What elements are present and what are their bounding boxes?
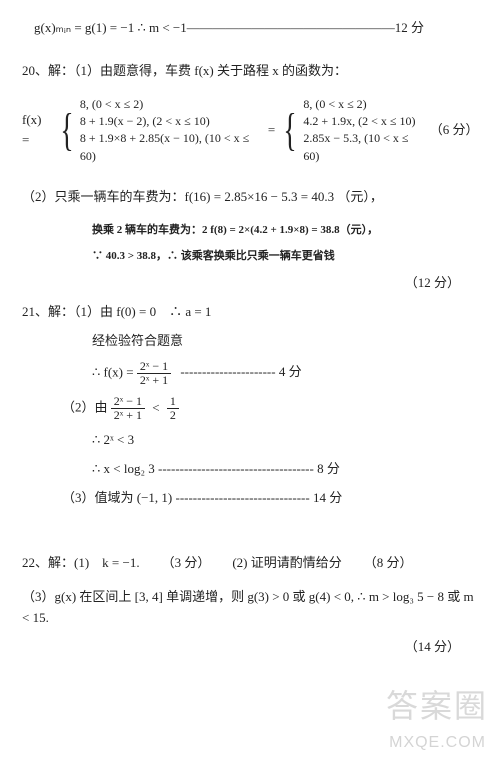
q21-head: 21、解：（1）由 f(0) = 0 ∴ a = 1 [22, 302, 478, 323]
q21-part3: （3）值域为 (−1, 1) -------------------------… [22, 488, 478, 509]
q21-line2b: ∴ x < log₂ 3 ---------------------------… [22, 459, 478, 480]
watermark-url: MXQE.COM [389, 730, 486, 756]
q20-left-cases: 8, (0 < x ≤ 2) 8 + 1.9(x − 2), (2 < x ≤ … [80, 96, 266, 166]
q20-score1: （6 分） [430, 120, 478, 141]
frac-den: 2ˣ + 1 [137, 374, 171, 387]
q19-conclusion: g(x)ₘᵢₙ = g(1) = −1 ∴ m < −1————————————… [22, 18, 478, 39]
case-row: 8, (0 < x ≤ 2) [303, 96, 425, 113]
q20-piecewise: f(x) = { 8, (0 < x ≤ 2) 8 + 1.9(x − 2), … [22, 96, 478, 166]
q20-part2: （2）只乘一辆车的车费为：f(16) = 2.85×16 − 5.3 = 40.… [22, 187, 478, 208]
case-row: 8, (0 < x ≤ 2) [80, 96, 266, 113]
case-row: 4.2 + 1.9x, (2 < x ≤ 10) [303, 113, 425, 130]
q21-line2a: ∴ 2ˣ < 3 [22, 430, 478, 451]
q22-k: 22、解：(1) k = −1. [22, 553, 140, 574]
q20-right-cases: 8, (0 < x ≤ 2) 4.2 + 1.9x, (2 < x ≤ 10) … [303, 96, 425, 166]
q21-check: 经检验符合题意 [22, 331, 478, 352]
q20-score2: （12 分） [22, 273, 478, 294]
case-row: 8 + 1.9×8 + 2.85(x − 10), (10 < x ≤ 60) [80, 130, 266, 165]
fraction: 2ˣ − 1 2ˣ + 1 [111, 395, 145, 422]
case-row: 8 + 1.9(x − 2), (2 < x ≤ 10) [80, 113, 266, 130]
q20-lhs: f(x) = [22, 110, 52, 152]
q22-score: （14 分） [22, 637, 478, 658]
left-brace-icon: { [60, 107, 73, 153]
q21-formula-prefix: ∴ f(x) = [92, 364, 134, 379]
q22-line1: 22、解：(1) k = −1. （3 分） (2) 证明请酌情给分 （8 分） [22, 553, 478, 574]
q21-dash1: ---------------------- 4 分 [180, 364, 301, 379]
q21-p2-prefix: （2）由 [62, 400, 108, 415]
frac-num: 1 [167, 395, 179, 409]
frac-num: 2ˣ − 1 [111, 395, 145, 409]
case-row: 2.85x − 5.3, (10 < x ≤ 60) [303, 130, 425, 165]
q20-eq: = [268, 120, 275, 141]
q22-score-8: （8 分） [364, 553, 413, 574]
q20-swap2: ∵ 40.3 > 38.8，∴ 该乘客换乘比只乘一辆车更省钱 [92, 248, 335, 266]
q21-part2: （2）由 2ˣ − 1 2ˣ + 1 < 1 2 [22, 395, 478, 422]
fraction: 2ˣ − 1 2ˣ + 1 [137, 360, 171, 387]
q20-intro: 20、解：（1）由题意得，车费 f(x) 关于路程 x 的函数为： [22, 61, 478, 82]
q21-formula: ∴ f(x) = 2ˣ − 1 2ˣ + 1 -----------------… [22, 360, 478, 387]
left-brace-icon: { [284, 107, 297, 153]
frac-den: 2 [167, 409, 179, 422]
frac-den: 2ˣ + 1 [111, 409, 145, 422]
q22-proof: (2) 证明请酌情给分 [232, 553, 341, 574]
q20-swap1: 换乘 2 辆车的车费为：2 f(8) = 2×(4.2 + 1.9×8) = 3… [22, 222, 478, 240]
lt-sign: < [152, 400, 159, 415]
q22-line2: （3）g(x) 在区间上 [3, 4] 单调递增，则 g(3) > 0 或 g(… [22, 587, 478, 629]
watermark-text: 答案圈 [386, 681, 488, 732]
fraction: 1 2 [167, 395, 179, 422]
q22-score-3: （3 分） [162, 553, 211, 574]
frac-num: 2ˣ − 1 [137, 360, 171, 374]
